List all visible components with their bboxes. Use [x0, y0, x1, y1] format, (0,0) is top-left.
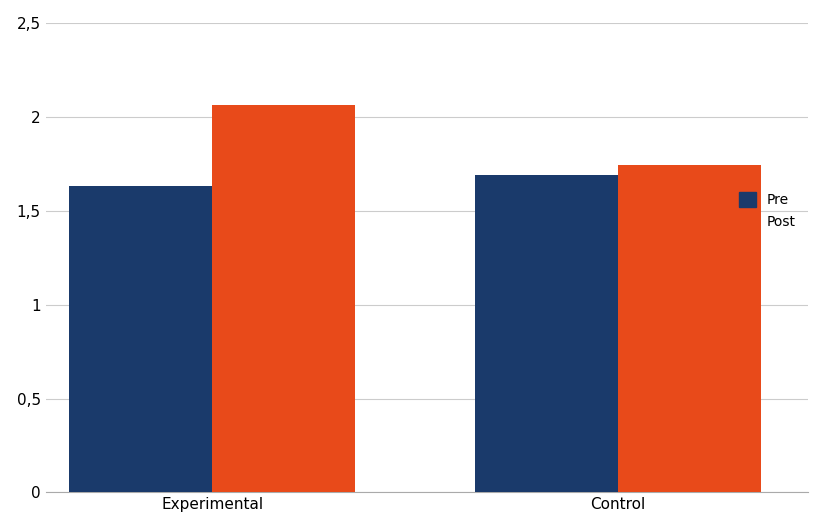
Bar [213, 105, 356, 492]
Bar [618, 166, 761, 492]
Legend: Pre, Post: Pre, Post [733, 187, 801, 234]
Bar [474, 175, 618, 492]
Bar [69, 186, 213, 492]
